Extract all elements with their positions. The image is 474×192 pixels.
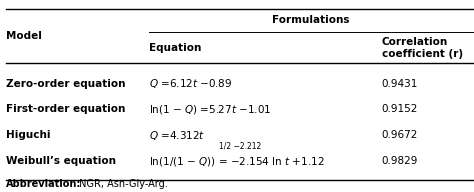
Text: Higuchi: Higuchi [6, 130, 50, 140]
Text: Model: Model [6, 31, 42, 41]
Text: 1/2 −2.212: 1/2 −2.212 [219, 142, 262, 150]
Text: 0.9152: 0.9152 [382, 104, 418, 114]
Text: 0.9672: 0.9672 [382, 130, 418, 140]
Text: NGR, Asn-Gly-Arg.: NGR, Asn-Gly-Arg. [76, 179, 168, 189]
Text: Abbreviation:: Abbreviation: [6, 179, 81, 189]
Text: 0.9829: 0.9829 [382, 156, 418, 166]
Text: Zero-order equation: Zero-order equation [6, 79, 125, 89]
Text: Correlation
coefficient (r): Correlation coefficient (r) [382, 36, 463, 59]
Text: 0.9431: 0.9431 [382, 79, 418, 89]
Text: Weibull’s equation: Weibull’s equation [6, 156, 116, 166]
Text: ln(1/(1 − $Q$)) = −2.154 ln $t$ +1.12: ln(1/(1 − $Q$)) = −2.154 ln $t$ +1.12 [149, 155, 325, 168]
Text: Equation: Equation [149, 42, 201, 53]
Text: $Q$ =6.12$t$ −0.89: $Q$ =6.12$t$ −0.89 [149, 77, 233, 90]
Text: ln(1 − $Q$) =5.27$t$ −1.01: ln(1 − $Q$) =5.27$t$ −1.01 [149, 103, 272, 116]
Text: Formulations: Formulations [273, 15, 350, 25]
Text: First-order equation: First-order equation [6, 104, 125, 114]
Text: $Q$ =4.312$t$: $Q$ =4.312$t$ [149, 129, 206, 142]
